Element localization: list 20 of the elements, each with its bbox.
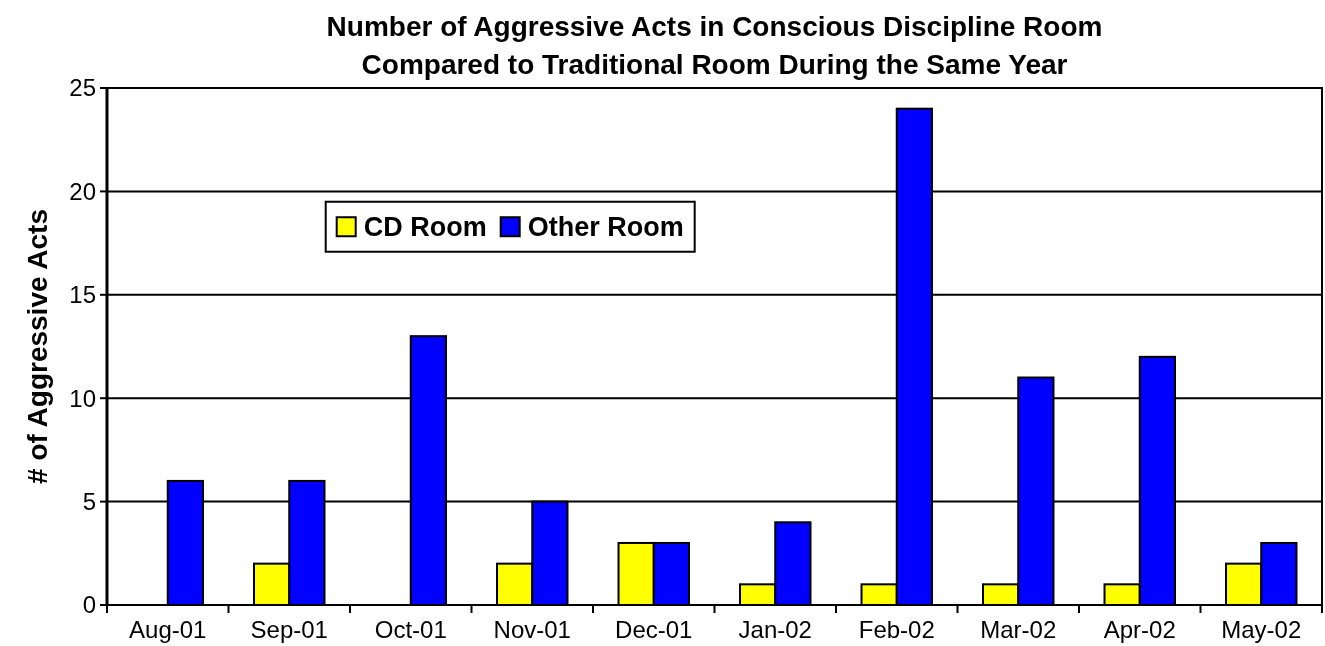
y-tick-label: 10 (69, 384, 96, 412)
y-axis-title: # of Aggressive Acts (22, 209, 53, 484)
x-tick-label: Feb-02 (858, 616, 935, 643)
x-tick-label: Aug-01 (129, 616, 207, 643)
y-tick-label: 20 (69, 177, 96, 205)
y-tick-label: 5 (82, 488, 96, 515)
legend-label: CD Room (363, 212, 487, 243)
legend-label: Other Room (527, 212, 684, 243)
x-tick-label: May-02 (1221, 616, 1302, 643)
x-tick-label: Apr-02 (1103, 616, 1176, 643)
x-tick-label: Dec-01 (615, 616, 693, 643)
y-tick-label: 15 (69, 281, 96, 309)
x-tick-label: Nov-01 (493, 616, 571, 643)
x-tick-label: Jan-02 (738, 616, 812, 643)
y-tick-label: 0 (82, 591, 96, 619)
x-tick-label: Oct-01 (374, 616, 447, 643)
y-tick-label: 25 (69, 74, 96, 102)
x-tick-label: Mar-02 (980, 616, 1057, 643)
chart-title: Number of Aggressive Acts in Conscious Discipline Room Compared to Traditional Room During the Same Year (326, 11, 1103, 80)
x-tick-label: Sep-01 (250, 616, 328, 643)
